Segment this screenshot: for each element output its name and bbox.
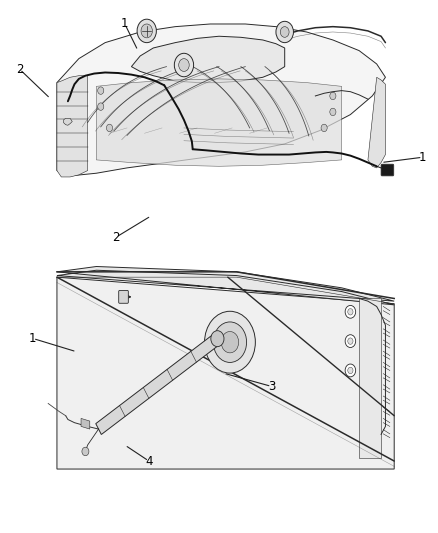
Circle shape bbox=[330, 92, 336, 100]
Circle shape bbox=[221, 332, 239, 353]
Polygon shape bbox=[57, 266, 394, 305]
Circle shape bbox=[205, 311, 255, 373]
Circle shape bbox=[82, 447, 89, 456]
Circle shape bbox=[98, 103, 104, 110]
Polygon shape bbox=[57, 277, 394, 469]
Text: 2: 2 bbox=[112, 231, 120, 244]
Circle shape bbox=[106, 124, 113, 132]
FancyBboxPatch shape bbox=[119, 290, 128, 303]
Polygon shape bbox=[96, 79, 342, 166]
Circle shape bbox=[345, 305, 356, 318]
Text: 1: 1 bbox=[419, 151, 427, 164]
Circle shape bbox=[276, 21, 293, 43]
Circle shape bbox=[211, 330, 224, 346]
Text: 1: 1 bbox=[29, 332, 37, 345]
Circle shape bbox=[141, 24, 152, 38]
Circle shape bbox=[345, 364, 356, 377]
Circle shape bbox=[137, 19, 156, 43]
Polygon shape bbox=[81, 418, 90, 429]
Polygon shape bbox=[368, 77, 385, 168]
FancyBboxPatch shape bbox=[381, 164, 394, 176]
Text: 3: 3 bbox=[268, 380, 275, 393]
Text: 4: 4 bbox=[145, 455, 153, 467]
Circle shape bbox=[345, 335, 356, 348]
Circle shape bbox=[280, 27, 289, 37]
Circle shape bbox=[179, 59, 189, 71]
Text: 2: 2 bbox=[16, 63, 24, 76]
Circle shape bbox=[348, 338, 353, 344]
Circle shape bbox=[98, 87, 104, 94]
Polygon shape bbox=[64, 118, 72, 125]
Circle shape bbox=[348, 309, 353, 315]
Circle shape bbox=[174, 53, 194, 77]
Text: 1: 1 bbox=[121, 18, 129, 30]
Circle shape bbox=[213, 322, 247, 362]
Polygon shape bbox=[359, 298, 381, 458]
Polygon shape bbox=[57, 76, 88, 177]
Polygon shape bbox=[96, 333, 220, 434]
Circle shape bbox=[348, 367, 353, 374]
Circle shape bbox=[321, 124, 327, 132]
Polygon shape bbox=[131, 36, 285, 83]
Polygon shape bbox=[57, 24, 385, 176]
Circle shape bbox=[330, 108, 336, 116]
